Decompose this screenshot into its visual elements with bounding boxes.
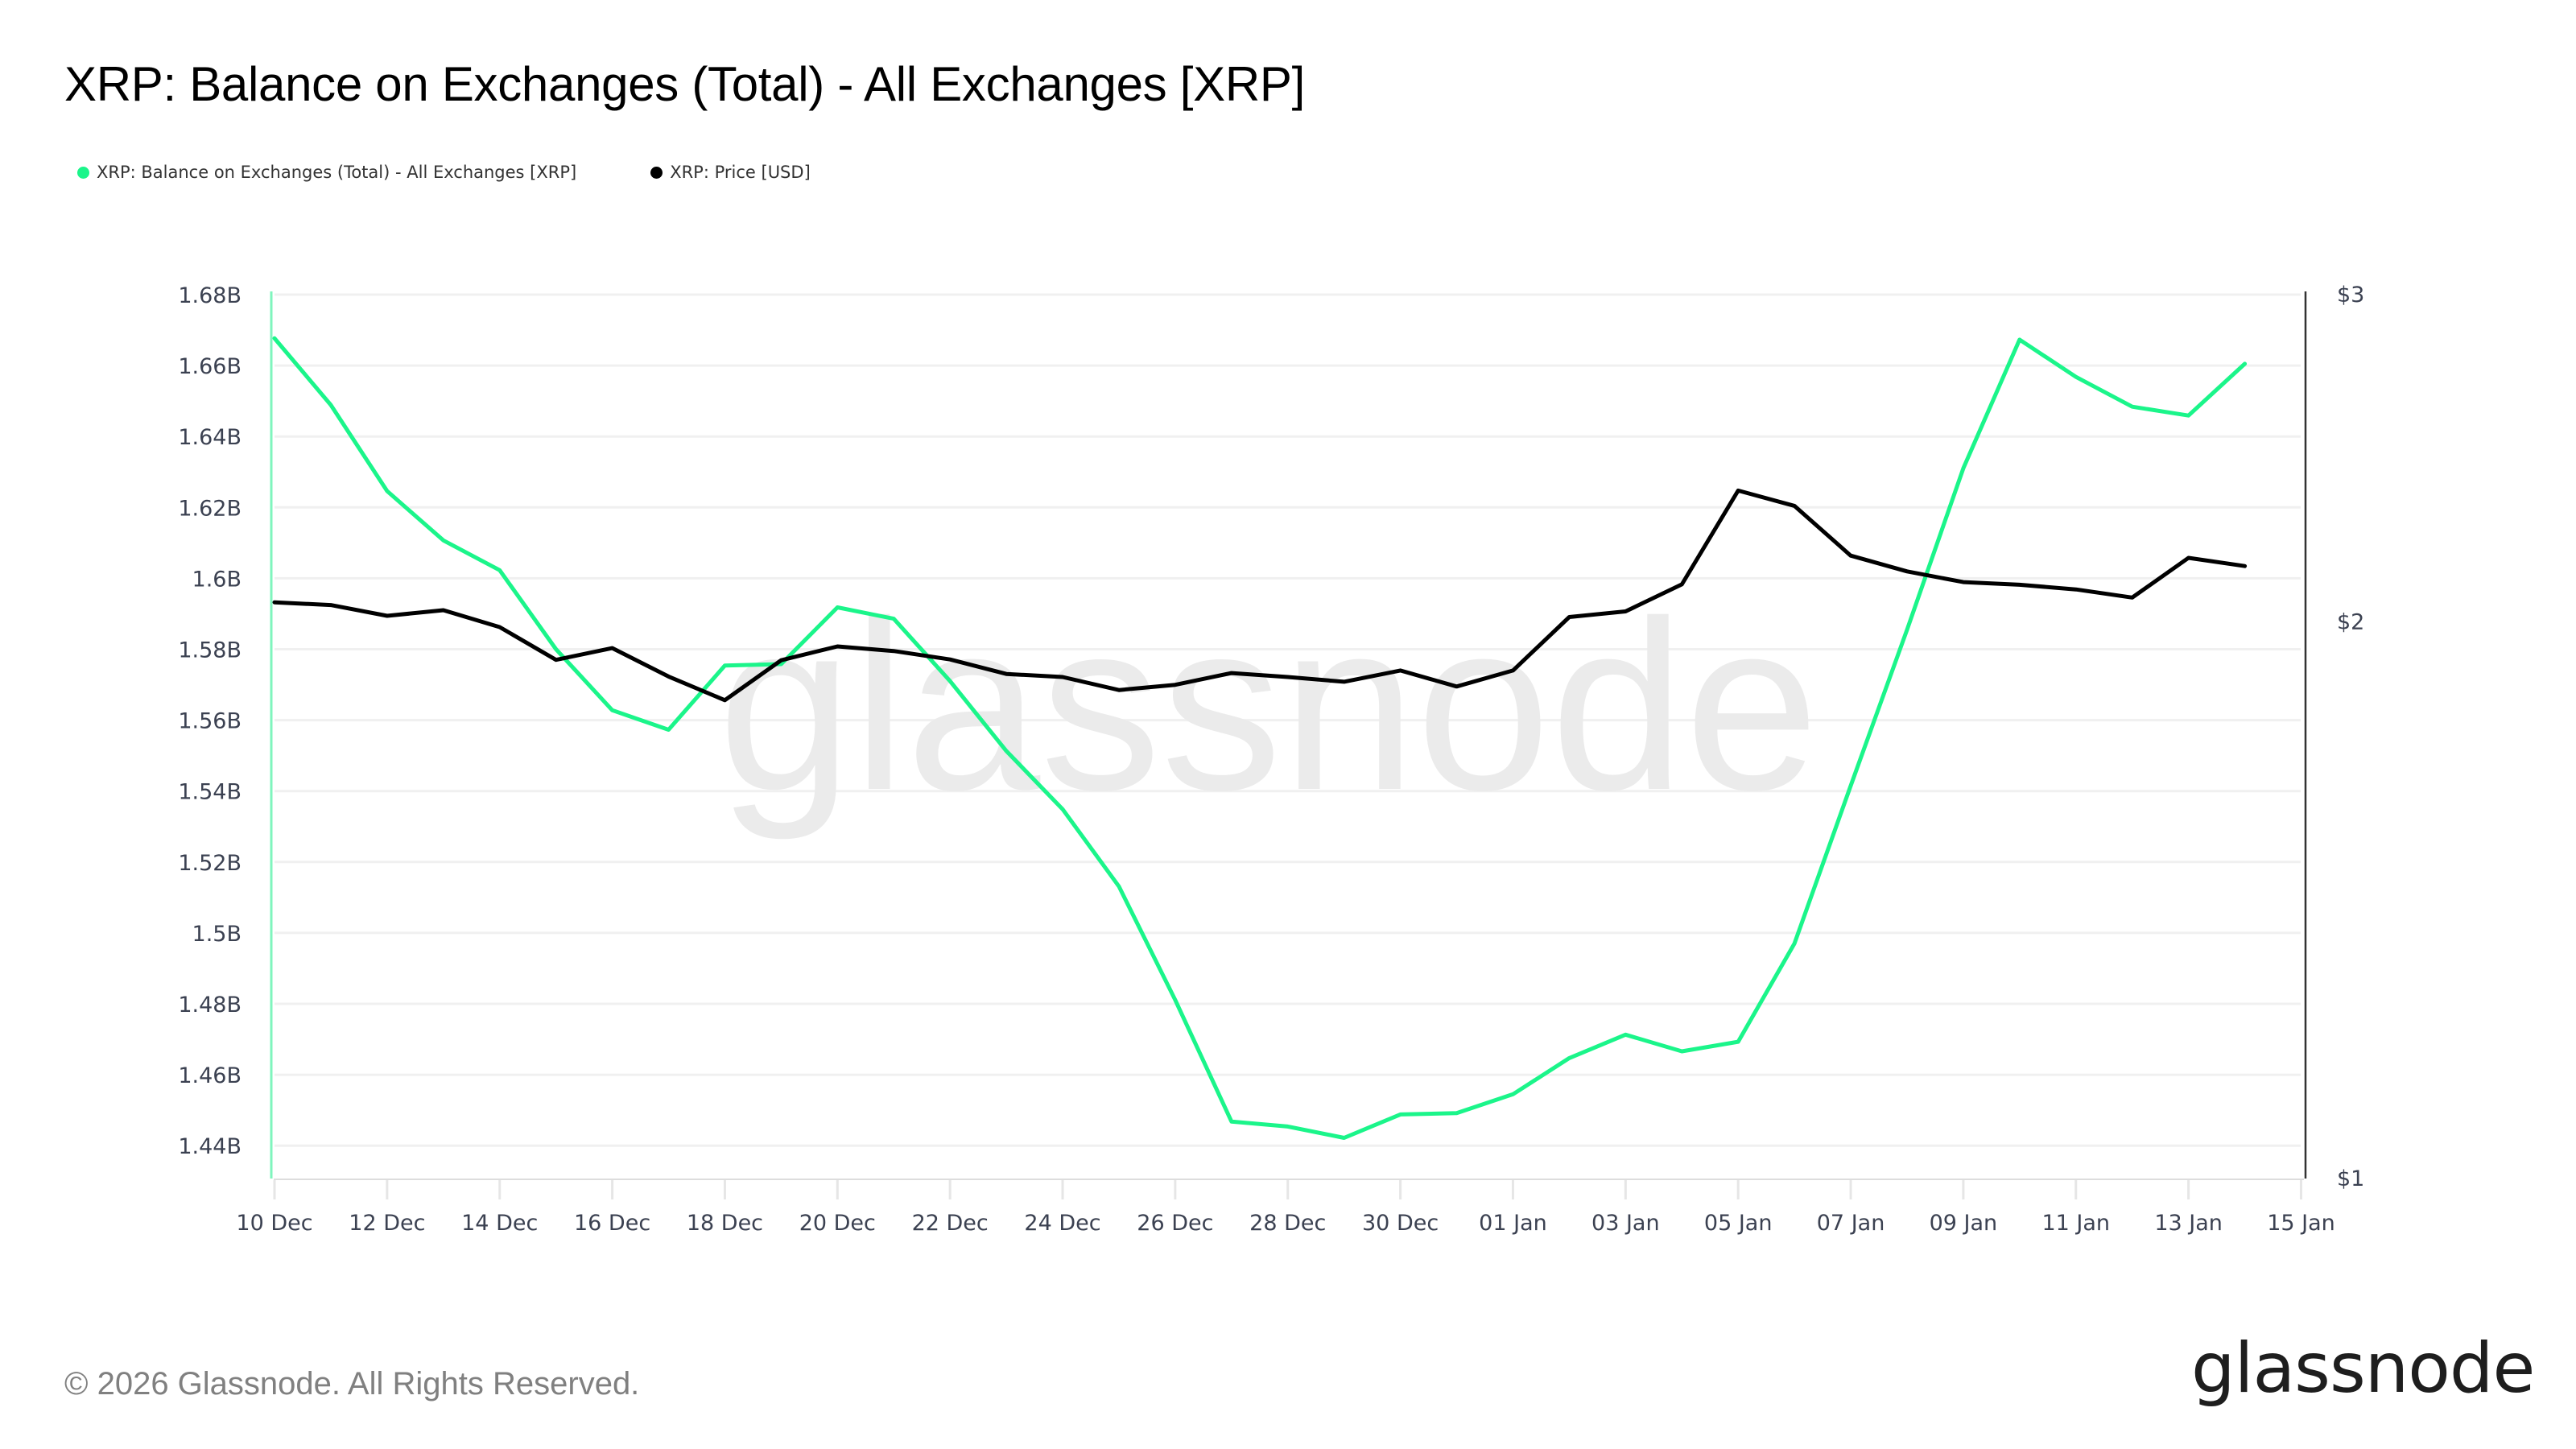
legend: XRP: Balance on Exchanges (Total) - All … [77,163,885,182]
y-tick-label: 1.54B [178,780,242,805]
x-tick-label: 28 Dec [1249,1211,1326,1236]
legend-item-balance[interactable]: XRP: Balance on Exchanges (Total) - All … [77,163,576,182]
y-axis-left-labels: 1.68B 1.66B 1.64B 1.62B 1.6B 1.58B 1.56B 1.54B 1… [178,283,242,1159]
y-tick-label: 1.48B [178,993,242,1018]
x-tick-label: 22 Dec [912,1211,989,1236]
y-tick-label: 1.66B [178,354,242,379]
y-axis-right-labels: $3 $2 $1 [2337,283,2364,1191]
y-tick-label: 1.56B [178,709,242,734]
legend-label-price: XRP: Price [USD] [670,163,811,182]
x-tick-label: 07 Jan [1817,1211,1885,1236]
x-tick-label: 24 Dec [1024,1211,1100,1236]
watermark-logo: glassnode [718,570,1819,842]
y-tick-label: 1.52B [178,851,242,876]
legend-label-balance: XRP: Balance on Exchanges (Total) - All … [97,163,577,182]
x-tick-label: 12 Dec [349,1211,425,1236]
glassnode-logo[interactable]: glassnode [2191,1328,2535,1409]
copyright-footer: © 2026 Glassnode. All Rights Reserved. [64,1366,640,1402]
balance-line[interactable] [272,336,2248,1140]
x-tick-label: 20 Dec [799,1211,876,1236]
x-tick-label: 15 Jan [2267,1211,2335,1236]
price-line[interactable] [272,488,2248,703]
axes [270,291,2307,1199]
y-tick-label: 1.6B [192,567,242,592]
y-tick-label: 1.68B [178,283,242,308]
y-tick-label: 1.5B [192,922,242,947]
x-axis-labels: 10 Dec 12 Dec 14 Dec 16 Dec 18 Dec 20 Dec 22 D… [236,1211,2334,1236]
x-tick-label: 09 Jan [1930,1211,1998,1236]
y2-tick-label: $3 [2337,283,2364,308]
y-tick-label: 1.46B [178,1063,242,1088]
y-tick-label: 1.64B [178,425,242,450]
x-tick-label: 26 Dec [1137,1211,1213,1236]
x-tick-label: 03 Jan [1591,1211,1660,1236]
y-tick-label: 1.58B [178,638,242,663]
x-tick-label: 30 Dec [1362,1211,1439,1236]
legend-item-price[interactable]: XRP: Price [USD] [650,163,811,182]
x-tick-label: 10 Dec [236,1211,312,1236]
y2-tick-label: $2 [2337,609,2364,634]
y-tick-label: 1.62B [178,496,242,521]
x-tick-label: 18 Dec [687,1211,763,1236]
chart-title: XRP: Balance on Exchanges (Total) - All … [64,57,1305,111]
y2-tick-label: $1 [2337,1166,2364,1191]
circle-dot-icon [650,166,663,179]
x-tick-label: 14 Dec [461,1211,538,1236]
x-tick-label: 11 Jan [2041,1211,2110,1236]
x-tick-label: 05 Jan [1704,1211,1773,1236]
circle-dot-icon [77,166,89,179]
x-tick-label: 16 Dec [574,1211,650,1236]
y-tick-label: 1.44B [178,1134,242,1159]
x-tick-label: 01 Jan [1479,1211,1547,1236]
x-tick-label: 13 Jan [2154,1211,2223,1236]
